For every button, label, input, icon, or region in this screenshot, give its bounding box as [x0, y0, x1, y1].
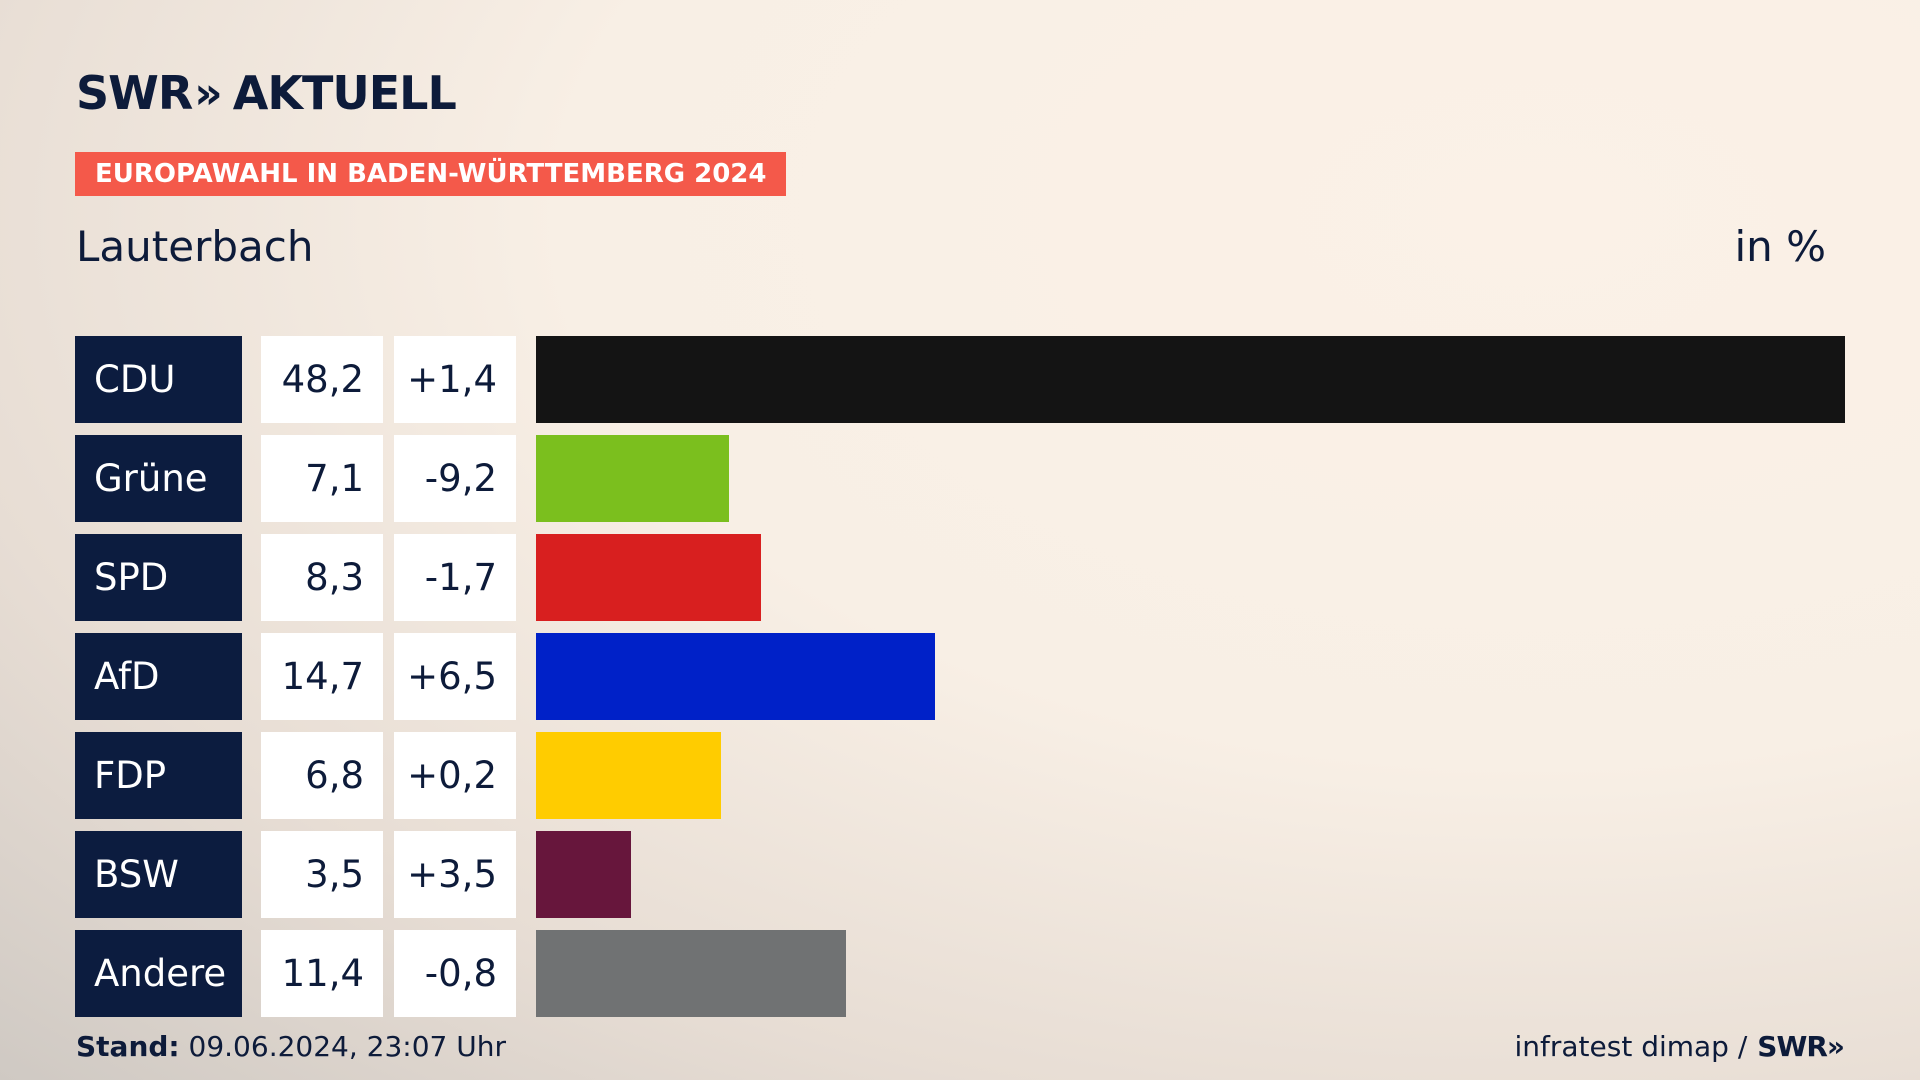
party-label: FDP — [75, 732, 242, 819]
vote-change: +3,5 — [394, 831, 516, 918]
chevron-right-icon: » — [194, 67, 223, 119]
vote-share: 14,7 — [261, 633, 383, 720]
result-row: CDU 48,2 +1,4 — [75, 336, 1846, 423]
unit-label: in % — [1734, 222, 1826, 271]
vote-change: +6,5 — [394, 633, 516, 720]
vote-share: 8,3 — [261, 534, 383, 621]
result-bar — [536, 435, 729, 522]
result-bar — [536, 633, 935, 720]
vote-change: +0,2 — [394, 732, 516, 819]
stand-label: Stand: — [76, 1030, 180, 1063]
party-label: Grüne — [75, 435, 242, 522]
result-row: AfD 14,7 +6,5 — [75, 633, 1846, 720]
vote-share: 7,1 — [261, 435, 383, 522]
place-title: Lauterbach — [76, 222, 314, 271]
result-bar — [536, 336, 1845, 423]
vote-change: -9,2 — [394, 435, 516, 522]
source-text: infratest dimap / — [1514, 1030, 1748, 1063]
party-label: AfD — [75, 633, 242, 720]
timestamp: Stand: 09.06.2024, 23:07 Uhr — [76, 1030, 506, 1063]
result-row: Grüne 7,1 -9,2 — [75, 435, 1846, 522]
result-row: Andere 11,4 -0,8 — [75, 930, 1846, 1017]
vote-share: 48,2 — [261, 336, 383, 423]
source-credit: infratest dimap / SWR» — [1514, 1030, 1845, 1063]
result-bar — [536, 732, 721, 819]
party-label: BSW — [75, 831, 242, 918]
stand-value: 09.06.2024, 23:07 Uhr — [188, 1030, 506, 1063]
swr-logo-text: SWR — [76, 66, 193, 120]
party-label: CDU — [75, 336, 242, 423]
vote-change: -1,7 — [394, 534, 516, 621]
result-row: FDP 6,8 +0,2 — [75, 732, 1846, 819]
party-label: SPD — [75, 534, 242, 621]
election-badge: EUROPAWAHL IN BADEN-WÜRTTEMBERG 2024 — [75, 152, 787, 196]
vote-share: 6,8 — [261, 732, 383, 819]
aktuell-logo-text: AKTUELL — [232, 66, 457, 120]
vote-change: -0,8 — [394, 930, 516, 1017]
result-bar — [536, 534, 761, 621]
swr-aktuell-logo: SWR » AKTUELL — [76, 66, 457, 120]
result-row: SPD 8,3 -1,7 — [75, 534, 1846, 621]
result-bar — [536, 831, 631, 918]
vote-share: 3,5 — [261, 831, 383, 918]
party-label: Andere — [75, 930, 242, 1017]
vote-change: +1,4 — [394, 336, 516, 423]
swr-small-logo: SWR» — [1757, 1030, 1845, 1063]
vote-share: 11,4 — [261, 930, 383, 1017]
result-row: BSW 3,5 +3,5 — [75, 831, 1846, 918]
result-bar — [536, 930, 846, 1017]
